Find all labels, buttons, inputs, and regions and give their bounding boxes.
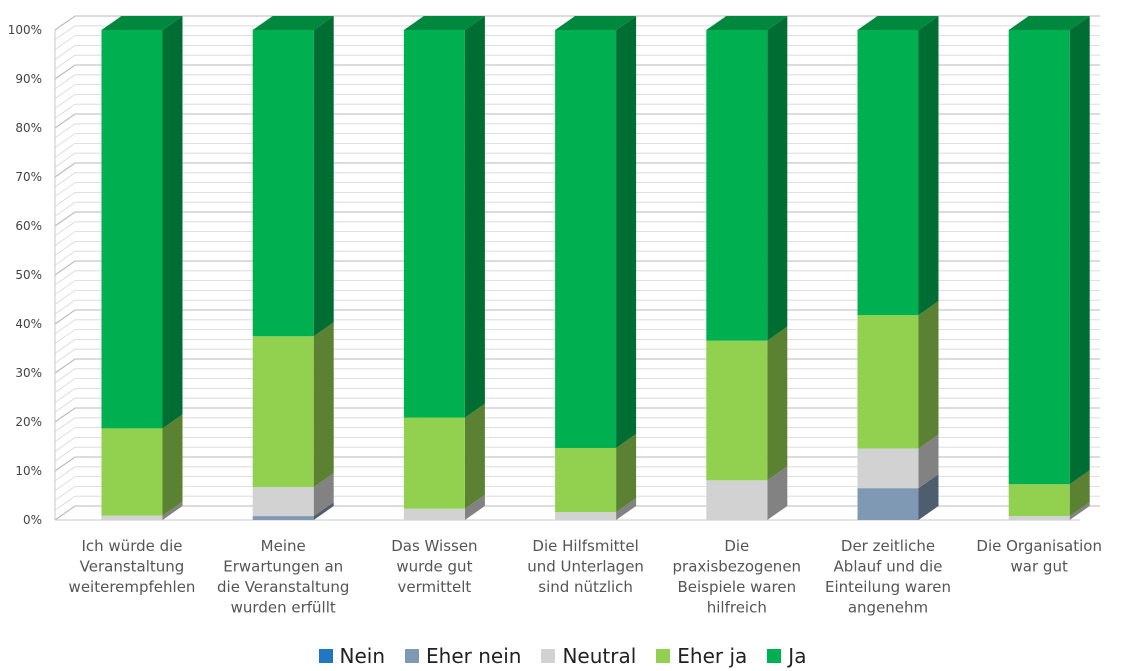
x-tick-label: Der zeitliche Ablauf und die Einteilung wa… <box>825 537 951 617</box>
legend-entry: Nein <box>318 644 386 668</box>
legend-label: Eher ja <box>677 644 748 668</box>
bar-top-face <box>857 16 939 30</box>
legend-label: Ja <box>788 644 807 668</box>
bar-segment-eher-ja <box>706 340 768 481</box>
bar-segment-neutral-side <box>918 434 939 489</box>
bar-segment-ja <box>555 30 617 448</box>
legend-label: Eher nein <box>426 644 522 668</box>
x-tick-label: Meine Erwartungen an die Veranstaltung wurd… <box>217 537 349 617</box>
bar-segment-ja <box>857 30 919 316</box>
bar-segment-ja <box>1008 30 1070 485</box>
bar-segment-ja-side <box>313 16 334 337</box>
legend-entry: Neutral <box>541 644 636 668</box>
y-tick-label: 80% <box>15 121 42 135</box>
legend-entry: Eher nein <box>405 644 521 668</box>
bar-segment-eher-ja-side <box>313 322 334 488</box>
legend-swatch <box>767 649 782 663</box>
bar-segment-neutral-side <box>616 498 637 520</box>
legend-entry: Ja <box>767 644 806 668</box>
bar-segment-eher-ja <box>403 417 465 509</box>
bar-segment-neutral-side <box>313 473 334 517</box>
y-tick-label: 70% <box>15 170 42 184</box>
bar-segment-eher-ja <box>252 336 314 488</box>
bar-segment-eher-ja-side <box>162 414 183 516</box>
bar-segment-eher-nein <box>857 488 919 520</box>
bar-segment-ja-side <box>464 16 485 418</box>
legend-swatch <box>656 649 671 663</box>
bar-segment-eher-nein <box>252 516 314 520</box>
bar-segment-eher-nein-side <box>313 502 334 520</box>
bar-segment-ja-side <box>162 16 183 429</box>
bar-stack <box>706 16 788 520</box>
bar-stack <box>101 16 183 520</box>
bar-top-face <box>706 16 788 30</box>
legend-swatch <box>541 649 556 663</box>
y-tick-label: 50% <box>15 268 42 282</box>
bar-segment-neutral <box>555 512 617 520</box>
x-axis-labels: Ich würde die Veranstaltung weiterempfehle… <box>69 537 1102 617</box>
legend-entry: Eher ja <box>656 644 747 668</box>
x-tick-label: Ich würde die Veranstaltung weiterempfehle… <box>69 537 196 596</box>
bar-segment-neutral-side <box>1069 502 1090 520</box>
legend: Nein Eher nein Neutral Eher ja Ja <box>0 642 1125 670</box>
legend-swatch <box>318 649 333 663</box>
bar-stack <box>403 16 485 520</box>
bar-stack <box>555 16 637 520</box>
x-tick-label: Die Organisation war gut <box>976 537 1102 576</box>
bar-stack <box>252 16 334 520</box>
bar-segment-eher-ja-side <box>918 301 939 449</box>
bar-segment-eher-ja <box>555 447 617 513</box>
bar-segment-eher-ja-side <box>1069 470 1090 517</box>
y-tick-label: 0% <box>23 513 42 527</box>
x-tick-label: Das Wissen wurde gut vermittelt <box>391 537 477 596</box>
bar-top-face <box>555 16 637 30</box>
bar-segment-ja <box>403 30 465 418</box>
bar-top-face <box>1008 16 1090 30</box>
y-tick-label: 40% <box>15 317 42 331</box>
bar-segment-neutral <box>1008 516 1070 520</box>
bar-segment-ja <box>252 30 314 337</box>
bar-top-face <box>252 16 334 30</box>
bar-segment-neutral-side <box>464 494 485 520</box>
bar-stack <box>857 16 939 520</box>
bar-segment-neutral <box>857 448 919 489</box>
bar-segment-ja <box>706 30 768 341</box>
bar-segment-ja-side <box>616 16 637 448</box>
bar-segment-neutral <box>252 487 314 517</box>
bar-segment-ja <box>101 30 163 429</box>
y-tick-label: 60% <box>15 219 42 233</box>
bar-segment-eher-nein-side <box>918 474 939 520</box>
x-tick-label: Die praxisbezogenen Beispiele waren hilfrei… <box>673 537 802 617</box>
bar-segment-neutral <box>403 508 465 520</box>
bar-stack <box>1008 16 1090 520</box>
legend-swatch <box>405 649 420 663</box>
bar-segment-eher-ja-side <box>616 433 637 513</box>
legend-label: Nein <box>339 644 386 668</box>
bar-top-face <box>403 16 485 30</box>
bar-segment-ja-side <box>1069 16 1090 485</box>
bar-segment-neutral-side <box>162 501 183 520</box>
y-tick-label: 20% <box>15 415 42 429</box>
bar-segment-eher-ja <box>857 315 919 449</box>
bar-segment-ja-side <box>767 16 788 341</box>
y-tick-label: 10% <box>15 464 42 478</box>
bar-segment-neutral <box>706 480 768 520</box>
x-tick-label: Die Hilfsmittel und Unterlagen sind nützli… <box>527 537 644 596</box>
bar-segment-neutral-side <box>767 466 788 520</box>
y-axis: 0% 10% 20% 30% 40% 50% 60% 70% 80% 90% 100% <box>8 23 42 527</box>
bar-segment-eher-ja <box>1008 484 1070 517</box>
bar-segment-eher-ja <box>101 428 163 516</box>
bar-top-face <box>101 16 183 30</box>
bars-layer <box>101 16 1090 520</box>
bar-segment-eher-ja-side <box>464 403 485 509</box>
bar-segment-eher-ja-side <box>767 326 788 481</box>
y-tick-label: 90% <box>15 72 42 86</box>
y-tick-label: 30% <box>15 366 42 380</box>
legend-label: Neutral <box>562 644 637 668</box>
bar-segment-neutral <box>101 515 163 520</box>
bar-segment-ja-side <box>918 16 939 316</box>
y-tick-label: 100% <box>8 23 42 37</box>
